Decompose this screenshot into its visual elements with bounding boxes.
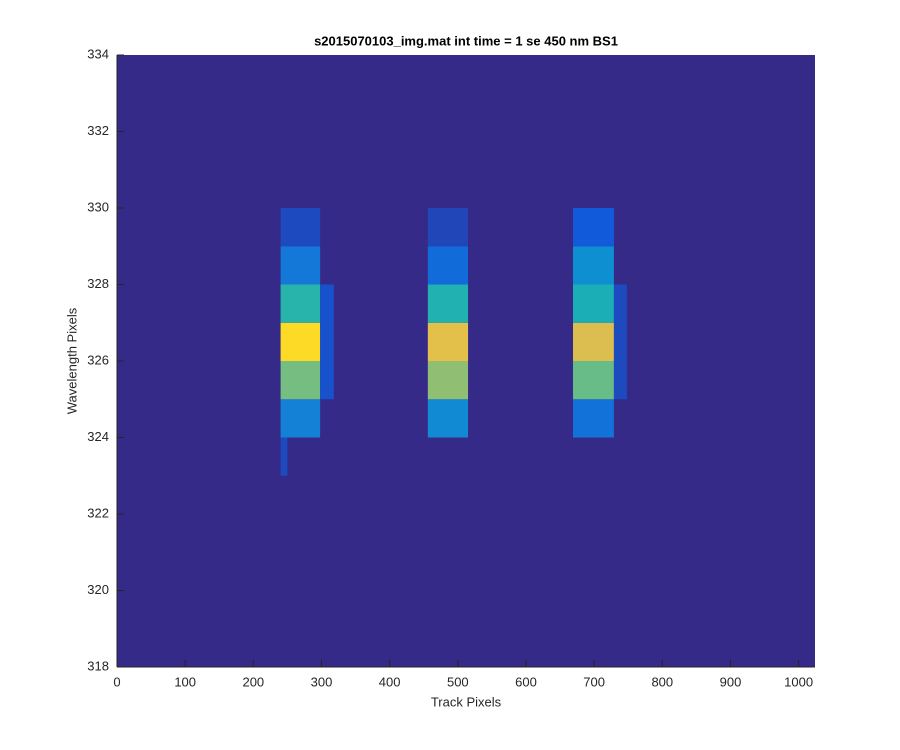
heatmap-cell [280,208,321,247]
y-tick-label: 326 [87,352,109,367]
x-axis-label: Track Pixels [431,694,502,709]
heatmap-cell [280,437,288,476]
y-tick-label: 334 [87,46,109,61]
heatmap-cell [427,284,469,323]
heatmap-cell [427,246,469,285]
y-tick-label: 322 [87,505,109,520]
x-tick-label: 700 [583,674,605,689]
heatmap-cell [613,284,627,400]
heatmap-cell [280,246,321,285]
x-tick-label: 1000 [784,674,813,689]
heatmap-cell [280,361,321,400]
heatmap-cell [427,399,469,438]
heatmap-cell [427,208,469,247]
x-tick-label: 0 [113,674,120,689]
heatmap-cell [573,284,614,323]
y-tick-label: 320 [87,582,109,597]
heatmap-cell [573,322,614,361]
heatmap-cell [427,322,469,361]
y-axis-label: Wavelength Pixels [64,307,79,414]
heatmap-cell [573,399,614,438]
x-tick-label: 300 [311,674,333,689]
heatmap-cell [280,284,321,323]
heatmap-cell [280,322,321,361]
y-tick-label: 324 [87,429,109,444]
chart-title: s2015070103_img.mat int time = 1 se 450 … [314,33,618,48]
x-tick-label: 400 [379,674,401,689]
heatmap-cell [573,246,614,285]
heatmap-cell [280,399,321,438]
x-tick-label: 900 [720,674,742,689]
x-tick-label: 500 [447,674,469,689]
x-tick-label: 600 [515,674,537,689]
x-tick-label: 800 [651,674,673,689]
x-tick-label: 100 [174,674,196,689]
y-tick-label: 328 [87,276,109,291]
y-tick-label: 318 [87,658,109,673]
x-tick-label: 200 [242,674,264,689]
heatmap-cell [573,208,614,247]
heatmap-cell [427,361,469,400]
heatmap-cell [573,361,614,400]
heatmap-cell [320,284,334,400]
y-tick-label: 330 [87,199,109,214]
y-tick-label: 332 [87,123,109,138]
